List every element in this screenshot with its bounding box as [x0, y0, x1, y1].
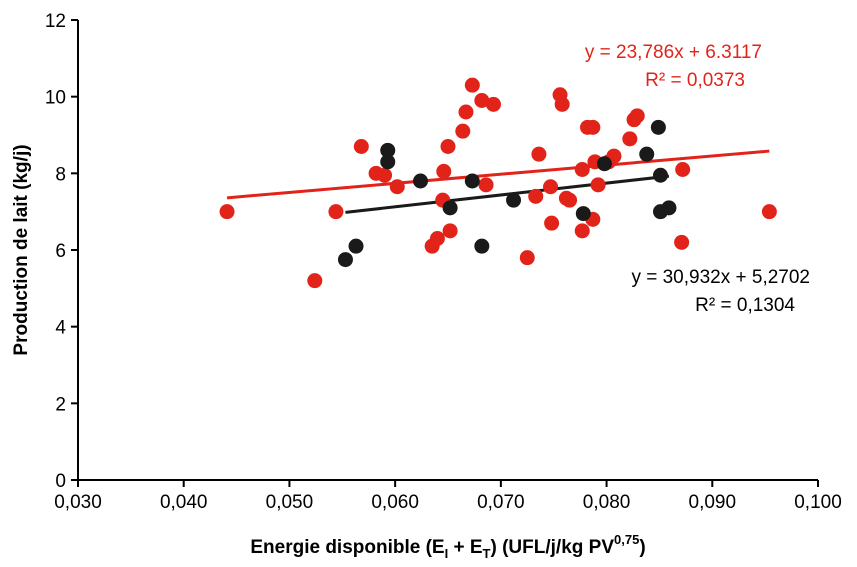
data-points: [219, 77, 777, 289]
red-data-point: [519, 250, 535, 266]
red-data-point: [554, 96, 570, 112]
red-data-point: [455, 123, 471, 139]
black-trend-label: y = 30,932x + 5,2702 R² = 0,1304: [631, 267, 810, 316]
black-r-squared: R² = 0,1304: [695, 295, 795, 316]
red-trend-label: y = 23,786x + 6.3117 R² = 0,0373: [585, 42, 762, 91]
black-data-point: [661, 200, 677, 216]
y-tick-label: 2: [55, 394, 66, 415]
red-r-squared: R² = 0,0373: [645, 70, 745, 91]
x-title-sub-t: T: [483, 546, 491, 561]
y-tick-label: 8: [55, 164, 66, 185]
red-data-point: [544, 215, 560, 231]
red-data-point: [464, 77, 480, 93]
black-data-point: [442, 200, 458, 216]
red-data-point: [574, 162, 590, 177]
red-data-point: [429, 231, 445, 246]
y-ticks: 0 2 4 6 8 10 12: [45, 11, 78, 492]
red-data-point: [590, 177, 606, 193]
red-trendline: [226, 149, 770, 200]
x-axis-title: Energie disponible (EI + ET) (UFL/j/kg P…: [250, 532, 645, 561]
red-data-point: [389, 179, 405, 195]
red-data-point: [585, 119, 601, 135]
black-data-point: [380, 142, 396, 158]
black-data-point: [413, 173, 429, 189]
red-equation: y = 23,786x + 6.3117: [585, 42, 762, 63]
red-data-point: [442, 223, 458, 239]
red-data-point: [307, 273, 323, 289]
trendlines: [226, 149, 770, 214]
black-equation: y = 30,932x + 5,2702: [631, 267, 810, 288]
red-data-point: [485, 96, 501, 112]
x-title-plus: + E: [448, 537, 482, 558]
y-tick-label: 12: [45, 11, 66, 32]
black-data-point: [639, 146, 655, 162]
red-data-point: [478, 177, 494, 193]
x-tick-label: 0,060: [371, 492, 419, 513]
y-tick-label: 4: [55, 318, 66, 339]
red-data-point: [543, 179, 559, 195]
red-data-point: [528, 188, 544, 204]
black-data-point: [652, 167, 668, 183]
red-data-point: [675, 162, 691, 177]
red-data-point: [629, 108, 645, 124]
black-data-point: [650, 119, 666, 135]
red-data-point: [674, 234, 690, 250]
black-data-point: [337, 252, 353, 268]
x-tick-label: 0,050: [266, 492, 314, 513]
red-data-point: [474, 93, 490, 108]
red-data-point: [531, 146, 547, 162]
x-tick-label: 0,090: [689, 492, 737, 513]
black-trendline: [345, 174, 670, 214]
red-data-point: [574, 223, 590, 239]
x-tick-label: 0,030: [54, 492, 102, 513]
black-data-point: [575, 206, 591, 222]
red-data-point: [377, 167, 393, 183]
x-title-sup: 0,75: [614, 532, 639, 547]
x-tick-label: 0,100: [794, 492, 842, 513]
y-tick-label: 10: [45, 88, 66, 109]
x-title-end: ): [639, 537, 645, 558]
red-data-point: [328, 204, 344, 220]
x-title-units: ) (UFL/j/kg PV: [491, 537, 615, 558]
x-tick-label: 0,070: [477, 492, 525, 513]
black-data-point: [380, 154, 396, 170]
y-tick-label: 0: [55, 471, 66, 492]
y-tick-label: 6: [55, 241, 66, 262]
x-ticks: 0,030 0,040 0,050 0,060 0,070 0,080 0,090 0,100: [54, 480, 842, 513]
x-title-part: Energie disponible (E: [250, 537, 444, 558]
black-data-point: [474, 238, 490, 254]
red-data-point: [622, 131, 638, 147]
red-data-point: [458, 104, 474, 120]
red-data-point: [353, 139, 369, 154]
x-tick-label: 0,040: [160, 492, 208, 513]
red-data-point: [761, 204, 777, 220]
red-data-point: [440, 139, 456, 154]
red-data-point: [436, 163, 452, 179]
x-title-sub-i: I: [445, 546, 449, 561]
y-axis-title: Production de lait (kg/j): [11, 144, 32, 355]
black-data-point: [506, 192, 522, 208]
red-data-point: [562, 192, 578, 208]
black-data-point: [596, 156, 612, 172]
red-data-point: [219, 204, 235, 220]
x-tick-label: 0,080: [583, 492, 631, 513]
black-data-point: [464, 173, 480, 189]
black-data-point: [348, 238, 364, 254]
